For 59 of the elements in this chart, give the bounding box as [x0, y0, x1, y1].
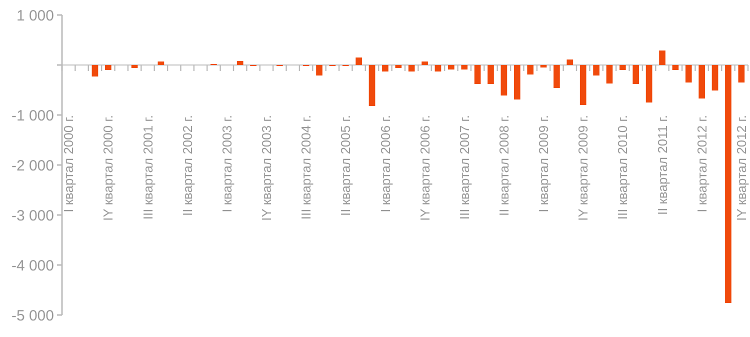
bar: [368, 65, 376, 106]
bar: [593, 65, 600, 76]
x-tick-label: III квартал 2010 г.: [615, 115, 630, 220]
bar: [566, 60, 574, 65]
x-tick-label: IY квартал 2000 г.: [100, 115, 116, 221]
bar: [685, 65, 692, 82]
x-tick-label: III квартал 2007 г.: [456, 115, 472, 220]
bar: [422, 62, 428, 65]
bar: [659, 50, 666, 65]
bar: [527, 65, 534, 74]
x-tick-label: II квартал 2008 г.: [496, 115, 512, 216]
bar: [500, 65, 508, 96]
x-tick-label: II квартал 2002 г.: [180, 115, 195, 216]
bar: [382, 65, 388, 72]
bar: [580, 65, 586, 105]
bar: [672, 65, 679, 70]
y-tick-label: -2 000: [11, 157, 54, 174]
bar: [632, 65, 640, 84]
bar: [514, 65, 520, 100]
bar: [712, 65, 718, 90]
bar: [725, 65, 732, 303]
x-tick-label: I квартал 2006 г.: [378, 115, 393, 212]
x-tick-label: II квартал 2011 г.: [654, 115, 670, 216]
bar: [316, 65, 322, 76]
x-tick-label: I квартал 2012 г.: [694, 115, 710, 212]
bar: [620, 65, 626, 70]
bar: [646, 65, 652, 102]
bar: [606, 65, 613, 84]
x-tick-label: IY квартал 2009 г.: [576, 115, 591, 221]
x-tick-label: III квартал 2004 г.: [298, 115, 314, 220]
x-tick-label: IY квартал 2003 г.: [259, 115, 274, 221]
x-tick-label: I квартал 2000 г.: [61, 115, 76, 212]
bar: [158, 62, 164, 65]
bar: [356, 58, 362, 65]
y-tick-label: -1 000: [11, 107, 54, 124]
y-tick-label: -5 000: [11, 307, 54, 324]
x-tick-label: IY квартал 2006 г.: [417, 115, 432, 221]
bar: [698, 65, 705, 98]
y-tick-label: 1 000: [16, 7, 54, 24]
bar: [448, 65, 454, 70]
x-tick-label: II квартал 2005 г.: [338, 115, 354, 216]
y-tick-label: -4 000: [11, 257, 54, 274]
bar: [488, 65, 494, 84]
bar: [92, 65, 98, 76]
x-tick-label: III квартал 2001 г.: [140, 115, 156, 220]
x-tick-label: I квартал 2003 г.: [219, 115, 234, 212]
x-tick-label: IY квартал 2012 г.: [734, 115, 749, 221]
bar: [131, 65, 138, 68]
y-tick-label: -3 000: [11, 207, 54, 224]
bar: [434, 65, 442, 72]
bar: [461, 65, 468, 70]
bar: [105, 65, 112, 70]
x-tick-label: I квартал 2009 г.: [536, 115, 552, 212]
bar: [738, 65, 745, 82]
bar: [474, 65, 481, 84]
bar: [554, 65, 560, 88]
bar: [395, 65, 402, 68]
bar: [408, 65, 415, 72]
bar: [236, 61, 244, 65]
